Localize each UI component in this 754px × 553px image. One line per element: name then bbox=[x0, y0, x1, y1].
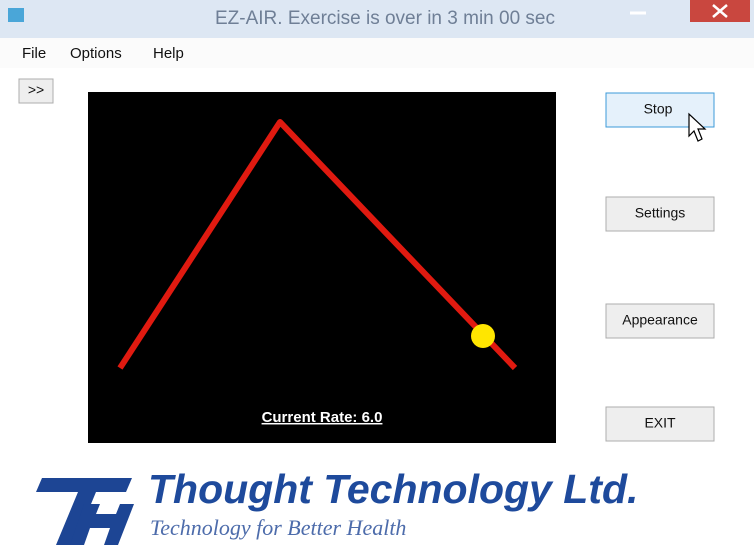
app-window: EZ-AIR. Exercise is over in 3 min 00 sec… bbox=[0, 0, 754, 553]
exercise-display bbox=[88, 92, 556, 443]
appearance-button[interactable]: Appearance bbox=[606, 304, 714, 338]
menu-item[interactable]: File bbox=[22, 45, 46, 62]
settings-button[interactable]: Settings bbox=[606, 197, 714, 231]
minimize-button[interactable] bbox=[620, 0, 656, 22]
window-title: EZ-AIR. Exercise is over in 3 min 00 sec bbox=[215, 8, 555, 29]
menu-item[interactable]: Help bbox=[153, 45, 184, 62]
button-label: Stop bbox=[644, 101, 673, 117]
button-label: >> bbox=[28, 82, 44, 98]
current-rate: Current Rate: 6.0 bbox=[262, 409, 383, 426]
app-icon bbox=[8, 8, 24, 22]
exit-button[interactable]: EXIT bbox=[606, 407, 714, 441]
expand-button[interactable]: >> bbox=[19, 79, 53, 103]
button-label: EXIT bbox=[644, 415, 676, 431]
pacer-ball bbox=[471, 324, 495, 348]
page: EZ-AIR. Exercise is over in 3 min 00 sec… bbox=[0, 0, 754, 553]
company-name: Thought Technology Ltd. bbox=[148, 466, 638, 512]
button-label: Settings bbox=[635, 205, 686, 221]
button-label: Appearance bbox=[622, 312, 698, 328]
company-tagline: Technology for Better Health bbox=[150, 515, 406, 540]
company-logo-mark bbox=[36, 478, 134, 545]
maximize-button[interactable] bbox=[660, 0, 690, 22]
menu-item[interactable]: Options bbox=[70, 45, 122, 62]
